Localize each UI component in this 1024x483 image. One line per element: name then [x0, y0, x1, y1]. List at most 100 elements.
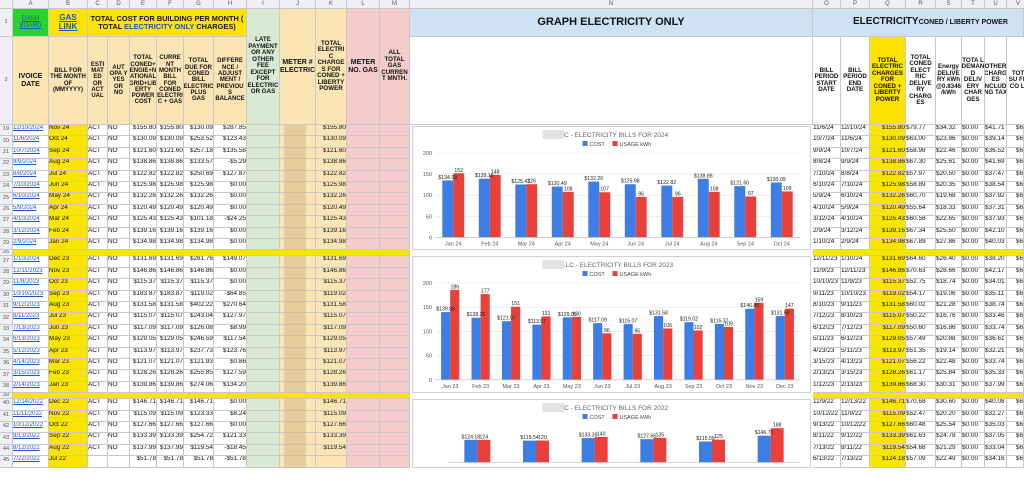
- invoice-date-cell[interactable]: 6/13/2023: [13, 336, 49, 348]
- bar-usage[interactable]: [453, 173, 465, 238]
- column-header-P[interactable]: P: [841, 0, 870, 9]
- bar-cost[interactable]: [770, 182, 782, 238]
- invoice-date-cell[interactable]: 2/14/2023: [13, 381, 49, 394]
- column-header-N[interactable]: N: [410, 0, 813, 9]
- bar-cost[interactable]: [588, 181, 600, 238]
- invoice-date-cell[interactable]: 10/7/2024: [13, 147, 49, 160]
- bar-usage[interactable]: [693, 330, 703, 381]
- invoice-date-cell[interactable]: 8/11/2023: [13, 313, 49, 325]
- invoice-date-cell[interactable]: 4/14/2023: [13, 359, 49, 371]
- invoice-date-cell[interactable]: 7/22/2022: [13, 456, 49, 468]
- bar-usage[interactable]: [541, 316, 551, 381]
- bar-usage[interactable]: [635, 196, 647, 238]
- dashboard-link[interactable]: DASH BOARD: [13, 9, 49, 37]
- bar-cost[interactable]: [478, 178, 490, 238]
- invoice-date-cell[interactable]: 11/6/2024: [13, 136, 49, 148]
- bar-usage[interactable]: [672, 196, 684, 238]
- column-header-I[interactable]: I: [247, 0, 280, 9]
- bar-usage[interactable]: [571, 317, 581, 381]
- bar-cost[interactable]: [624, 184, 636, 238]
- bar-usage[interactable]: [754, 303, 764, 381]
- column-header-D[interactable]: D: [108, 0, 130, 9]
- column-header-E[interactable]: E: [130, 0, 157, 9]
- chart-2[interactable]: LLC - ELECTRICITY BILLS FOR 2022 COST USAG…: [412, 399, 811, 468]
- invoice-date-cell[interactable]: 11/9/2023: [13, 279, 49, 291]
- invoice-date-cell[interactable]: 9/12/2023: [13, 302, 49, 314]
- bar-cost[interactable]: [623, 324, 633, 381]
- bar-usage[interactable]: [723, 327, 734, 381]
- column-header-U[interactable]: U: [985, 0, 1007, 9]
- invoice-date-cell[interactable]: 6/10/2024: [13, 193, 49, 205]
- bar-usage[interactable]: [708, 191, 720, 238]
- invoice-date-cell[interactable]: 7/10/2024: [13, 182, 49, 194]
- bar-cost[interactable]: [654, 316, 664, 381]
- bar-usage[interactable]: [489, 174, 501, 238]
- bar-cost[interactable]: [515, 184, 527, 238]
- invoice-date-cell[interactable]: 4/10/2024: [13, 216, 49, 228]
- bar-cost[interactable]: [441, 312, 451, 381]
- bar-cost[interactable]: [532, 325, 542, 381]
- bar-cost[interactable]: [714, 324, 724, 381]
- bar-usage[interactable]: [745, 196, 757, 238]
- bar-cost[interactable]: [640, 439, 654, 463]
- column-header-O[interactable]: O: [813, 0, 841, 9]
- bar-cost[interactable]: [581, 438, 595, 463]
- column-header-Q[interactable]: Q: [870, 0, 906, 9]
- bar-cost[interactable]: [471, 318, 481, 381]
- column-header-H[interactable]: H: [214, 0, 247, 9]
- chart-0[interactable]: LLC - ELECTRICITY BILLS FOR 2024 COST USAG…: [412, 126, 811, 251]
- bar-usage[interactable]: [450, 290, 460, 381]
- invoice-date-cell[interactable]: 11/11/2022: [13, 410, 49, 422]
- invoice-date-cell[interactable]: 10/12/2022: [13, 422, 49, 434]
- column-header-G[interactable]: G: [184, 0, 214, 9]
- bar-cost[interactable]: [523, 440, 536, 463]
- bar-usage[interactable]: [781, 191, 793, 238]
- bar-usage[interactable]: [784, 309, 794, 381]
- invoice-date-cell[interactable]: 7/13/2023: [13, 324, 49, 337]
- bar-usage[interactable]: [632, 334, 642, 381]
- bar-usage[interactable]: [526, 184, 538, 238]
- invoice-date-cell[interactable]: 8/8/2024: [13, 170, 49, 182]
- invoice-date-cell[interactable]: 9/9/2024: [13, 159, 49, 171]
- column-header-K[interactable]: K: [316, 0, 347, 9]
- bar-usage[interactable]: [594, 437, 608, 463]
- column-header-T[interactable]: T: [962, 0, 985, 9]
- invoice-date-cell[interactable]: 5/9/2024: [13, 204, 49, 217]
- invoice-date-cell[interactable]: 12/10/2024: [13, 125, 49, 137]
- invoice-date-cell[interactable]: 12/14/2022: [13, 399, 49, 411]
- bar-cost[interactable]: [593, 323, 603, 381]
- bar-usage[interactable]: [511, 307, 521, 381]
- bar-cost[interactable]: [464, 439, 478, 463]
- bar-cost[interactable]: [442, 180, 454, 238]
- invoice-date-cell[interactable]: 9/13/2022: [13, 433, 49, 445]
- chart-1[interactable]: TY LLC - ELECTRICITY BILLS FOR 2023 COST U…: [412, 256, 811, 394]
- bar-cost[interactable]: [551, 186, 563, 238]
- column-header-V[interactable]: V: [1007, 0, 1024, 9]
- bar-cost[interactable]: [734, 186, 746, 238]
- column-header-F[interactable]: F: [157, 0, 184, 9]
- invoice-date-cell[interactable]: 5/12/2023: [13, 347, 49, 359]
- column-header-R[interactable]: R: [906, 0, 936, 9]
- bar-usage[interactable]: [712, 439, 725, 463]
- bar-usage[interactable]: [770, 428, 784, 463]
- bar-cost[interactable]: [661, 185, 673, 238]
- bar-cost[interactable]: [501, 321, 512, 381]
- bar-usage[interactable]: [599, 192, 611, 238]
- column-header-L[interactable]: L: [347, 0, 380, 9]
- invoice-date-cell[interactable]: 3/15/2023: [13, 370, 49, 382]
- bar-usage[interactable]: [663, 328, 673, 381]
- bar-cost[interactable]: [697, 178, 709, 238]
- bar-usage[interactable]: [653, 438, 667, 463]
- bar-cost[interactable]: [757, 435, 771, 463]
- invoice-date-cell[interactable]: 8/12/2022: [13, 444, 49, 457]
- invoice-date-cell[interactable]: 10/10/2023: [13, 290, 49, 302]
- invoice-date-cell[interactable]: 3/12/2024: [13, 227, 49, 239]
- column-header-A[interactable]: A: [13, 0, 49, 9]
- bar-cost[interactable]: [745, 309, 755, 381]
- bar-usage[interactable]: [477, 440, 491, 463]
- column-header-S[interactable]: S: [936, 0, 962, 9]
- column-header-M[interactable]: M: [380, 0, 410, 9]
- invoice-date-cell[interactable]: 2/9/2024: [13, 239, 49, 251]
- gas-link[interactable]: GAS LINK: [49, 9, 88, 37]
- column-header-B[interactable]: B: [49, 0, 88, 9]
